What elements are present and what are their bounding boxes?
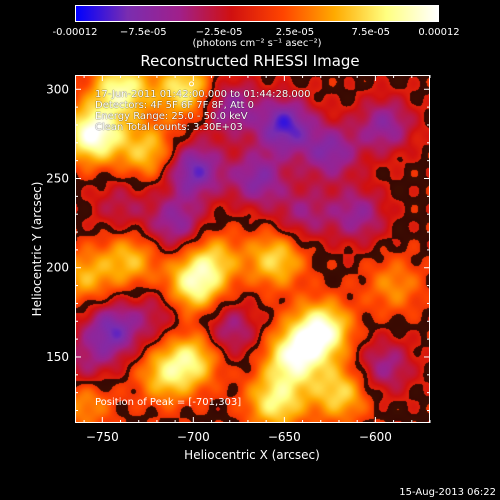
y-axis-label: Heliocentric Y (arcsec) bbox=[30, 181, 44, 317]
heatmap-image bbox=[75, 75, 430, 423]
y-tick-label: 300 bbox=[46, 82, 69, 96]
peak-marker bbox=[189, 81, 195, 87]
colorbar bbox=[75, 5, 439, 22]
colorbar-tick-label: −2.5e-05 bbox=[195, 27, 243, 38]
x-axis-label: Heliocentric X (arcsec) bbox=[184, 448, 320, 462]
colorbar-tick-label: 7.5e-05 bbox=[351, 27, 390, 38]
x-tick-label: −750 bbox=[86, 430, 119, 444]
detectors-label: Detectors: 4F 5F 6F 7F 8F, Att 0 bbox=[95, 100, 255, 111]
y-tick-label: 250 bbox=[46, 172, 69, 186]
chart-title: Reconstructed RHESSI Image bbox=[140, 52, 360, 70]
colorbar-tick-label: 0.00012 bbox=[418, 27, 460, 38]
y-tick-label: 200 bbox=[46, 261, 69, 275]
colorbar-tick-label: −7.5e-05 bbox=[119, 27, 167, 38]
peak-position-label: Position of Peak = [-701,303] bbox=[95, 397, 242, 408]
y-tick-label: 150 bbox=[46, 350, 69, 364]
x-tick-label: −650 bbox=[268, 430, 301, 444]
colorbar-tick-label: 2.5e-05 bbox=[275, 27, 315, 38]
colorbar-units: (photons cm⁻² s⁻¹ asec⁻²) bbox=[192, 38, 322, 49]
timestamp: 15-Aug-2013 06:22 bbox=[399, 487, 496, 498]
x-tick-label: −600 bbox=[359, 430, 392, 444]
colorbar-tick-label: -0.00012 bbox=[52, 27, 98, 38]
x-tick-label: −700 bbox=[177, 430, 210, 444]
energy-range-label: Energy Range: 25.0 - 50.0 keV bbox=[95, 111, 248, 122]
time-range-label: 17-Jun-2011 01:42:00.000 to 01:44:28.000 bbox=[95, 89, 311, 100]
method-counts-label: Clean Total counts: 3.30E+03 bbox=[95, 122, 243, 133]
